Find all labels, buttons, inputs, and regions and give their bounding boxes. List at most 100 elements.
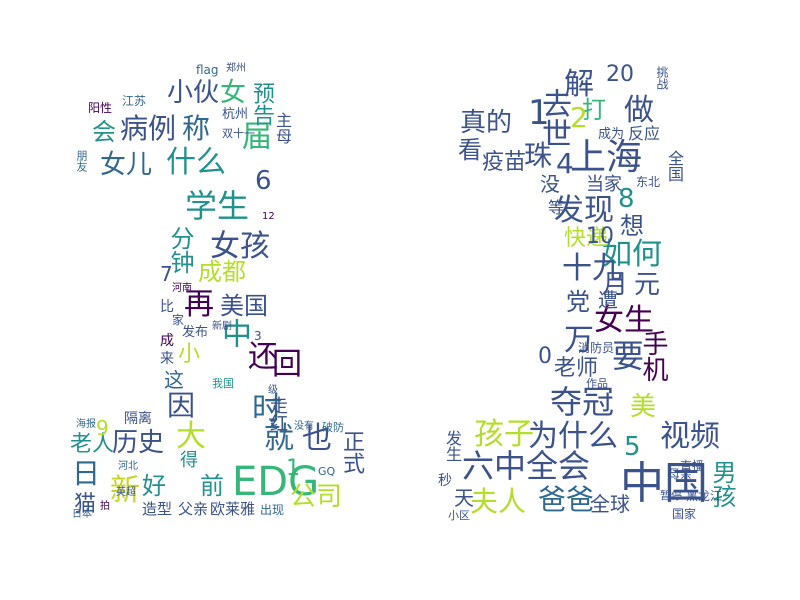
- word: 要: [612, 337, 645, 375]
- word: 再: [184, 287, 214, 322]
- word: 我国: [212, 377, 234, 390]
- word: 遭: [598, 288, 618, 312]
- word: 也: [302, 421, 332, 456]
- word: 新: [110, 473, 140, 508]
- word: 夫人: [470, 485, 527, 518]
- word: 中: [216, 318, 251, 348]
- word: 阳性: [88, 101, 113, 115]
- word: 爸爸: [538, 483, 595, 516]
- word: 去世: [536, 88, 571, 148]
- word: 老人: [70, 432, 115, 457]
- word: 历史: [112, 428, 165, 458]
- word: 20: [606, 62, 634, 87]
- word: 没有: [294, 421, 314, 432]
- word: 老师: [554, 356, 599, 381]
- word: 成: [160, 333, 174, 349]
- word: 杭州: [222, 107, 249, 122]
- word: 河北: [118, 461, 138, 472]
- word: 来: [160, 351, 174, 367]
- word: 父亲: [178, 500, 209, 518]
- word: 10: [586, 224, 614, 249]
- word: 上海: [570, 137, 643, 178]
- word: 十九: [562, 251, 622, 286]
- word: 欧莱雅: [210, 500, 256, 518]
- word: 男孩: [708, 460, 736, 508]
- word: 没: [540, 172, 560, 196]
- word: 天: [454, 486, 474, 510]
- word: 快递: [564, 226, 609, 251]
- word: 发布: [182, 325, 209, 340]
- word: 就: [264, 421, 294, 456]
- word: 孩子: [474, 417, 534, 452]
- word: 海报: [76, 419, 96, 430]
- word: 党: [566, 288, 590, 316]
- word: 猫: [74, 492, 97, 517]
- word: 看: [458, 136, 482, 164]
- word: 这: [164, 368, 184, 392]
- word: 家: [172, 313, 185, 327]
- word: 黑龙江: [686, 489, 723, 503]
- word: 得: [180, 450, 198, 471]
- word: 2: [570, 101, 588, 134]
- word: 新剧: [212, 321, 232, 332]
- word: 造型: [142, 500, 173, 518]
- word: 成都: [198, 258, 246, 286]
- word: 1: [528, 93, 550, 133]
- word: 东北: [636, 175, 661, 189]
- word: 美国: [220, 292, 268, 320]
- word: 大: [176, 419, 206, 454]
- word: 元: [634, 270, 661, 300]
- word: 预告: [249, 82, 274, 126]
- word: 6: [255, 166, 272, 196]
- word: 打: [582, 96, 606, 124]
- word: 秒: [438, 473, 452, 489]
- word: 还: [242, 340, 277, 370]
- word: 朋友: [75, 150, 88, 172]
- word: 9: [96, 416, 109, 440]
- word: 出现: [260, 503, 285, 517]
- word: 时: [246, 392, 281, 422]
- word: 想: [620, 212, 644, 240]
- word: 8: [618, 184, 635, 214]
- word: EDG: [232, 459, 320, 505]
- word: GQ: [318, 465, 336, 478]
- word: 作品: [586, 377, 608, 390]
- word: 隔离: [124, 411, 152, 427]
- word: 主母: [273, 112, 292, 144]
- word: 病例: [120, 112, 177, 145]
- word: 直播: [680, 459, 705, 473]
- word: 解: [564, 67, 594, 102]
- word: 母亲: [668, 467, 693, 481]
- word: 发生: [443, 430, 462, 462]
- word: 国家: [672, 507, 697, 521]
- word: 因: [167, 389, 196, 422]
- word: 女生: [594, 303, 654, 338]
- word: 六中全会: [462, 447, 591, 485]
- word: 暂停: [660, 489, 682, 502]
- word: 12: [262, 211, 275, 222]
- word: 前: [200, 472, 224, 500]
- word: 手机: [638, 330, 668, 382]
- word: 公司: [290, 482, 343, 512]
- word: 消防员: [578, 341, 615, 355]
- word: 小: [178, 342, 201, 367]
- word: 当家: [586, 174, 622, 195]
- word: 正式: [339, 430, 364, 474]
- word: 真的: [460, 108, 513, 138]
- word: 会: [92, 118, 116, 146]
- word: 双十一: [222, 127, 255, 140]
- word: 破防: [322, 421, 344, 434]
- word: 河南: [172, 283, 192, 294]
- word: 好: [142, 472, 166, 500]
- word: 什么: [166, 145, 226, 180]
- word: 为什么: [528, 419, 618, 454]
- word: 珠: [524, 139, 553, 172]
- word: 分钟: [166, 226, 194, 274]
- word: 回: [272, 347, 302, 382]
- word: 郑州: [226, 63, 246, 74]
- word: 届: [236, 120, 271, 150]
- word: 拍: [100, 501, 110, 512]
- word: 江苏: [122, 94, 147, 108]
- word: 反应: [628, 124, 661, 143]
